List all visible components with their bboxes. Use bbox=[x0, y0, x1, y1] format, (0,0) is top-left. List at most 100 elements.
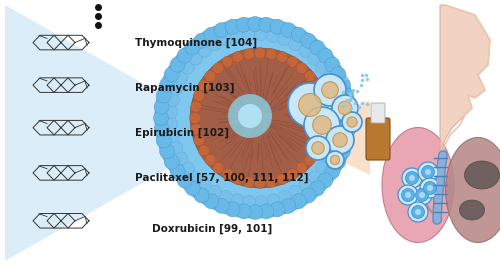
Circle shape bbox=[164, 67, 180, 82]
Circle shape bbox=[301, 33, 316, 48]
Circle shape bbox=[266, 177, 277, 188]
Circle shape bbox=[299, 179, 312, 192]
Circle shape bbox=[238, 104, 262, 128]
Circle shape bbox=[314, 74, 346, 106]
Circle shape bbox=[270, 202, 285, 217]
Circle shape bbox=[225, 202, 240, 217]
Circle shape bbox=[336, 144, 350, 159]
Circle shape bbox=[212, 63, 224, 74]
Circle shape bbox=[232, 51, 243, 63]
Circle shape bbox=[278, 190, 291, 203]
Circle shape bbox=[339, 88, 354, 103]
Text: Paclitaxel [57, 100, 111, 112]: Paclitaxel [57, 100, 111, 112] bbox=[135, 173, 308, 183]
Circle shape bbox=[289, 38, 302, 51]
Circle shape bbox=[208, 38, 221, 51]
Circle shape bbox=[408, 202, 428, 222]
Circle shape bbox=[327, 82, 340, 95]
Circle shape bbox=[198, 44, 211, 57]
Circle shape bbox=[332, 133, 347, 147]
Circle shape bbox=[266, 30, 280, 42]
Circle shape bbox=[175, 71, 188, 84]
Circle shape bbox=[316, 162, 328, 175]
Circle shape bbox=[304, 154, 316, 165]
Circle shape bbox=[204, 71, 216, 82]
Circle shape bbox=[254, 48, 266, 59]
Circle shape bbox=[170, 82, 183, 95]
Circle shape bbox=[254, 177, 266, 189]
Circle shape bbox=[287, 169, 298, 180]
Circle shape bbox=[185, 181, 200, 196]
Circle shape bbox=[330, 155, 340, 165]
Circle shape bbox=[198, 80, 209, 91]
Circle shape bbox=[398, 185, 418, 205]
Circle shape bbox=[225, 19, 240, 34]
Circle shape bbox=[166, 129, 179, 142]
Circle shape bbox=[204, 154, 216, 165]
Circle shape bbox=[189, 52, 202, 65]
Circle shape bbox=[222, 169, 233, 180]
Circle shape bbox=[156, 88, 171, 103]
Circle shape bbox=[259, 17, 274, 32]
Circle shape bbox=[154, 99, 169, 114]
Circle shape bbox=[198, 179, 211, 192]
Circle shape bbox=[248, 205, 262, 219]
Circle shape bbox=[204, 27, 219, 42]
Circle shape bbox=[424, 181, 436, 194]
Circle shape bbox=[182, 61, 194, 74]
Circle shape bbox=[291, 27, 306, 42]
Circle shape bbox=[228, 94, 272, 138]
Circle shape bbox=[409, 175, 415, 181]
Ellipse shape bbox=[460, 200, 484, 220]
Ellipse shape bbox=[446, 138, 500, 243]
Circle shape bbox=[164, 118, 177, 131]
Circle shape bbox=[164, 106, 177, 119]
Circle shape bbox=[419, 192, 425, 198]
Circle shape bbox=[194, 188, 209, 203]
Circle shape bbox=[204, 194, 219, 209]
Circle shape bbox=[316, 90, 326, 101]
Text: Doxrubicin [99, 101]: Doxrubicin [99, 101] bbox=[152, 224, 273, 234]
Circle shape bbox=[212, 162, 224, 173]
Circle shape bbox=[342, 112, 362, 132]
Circle shape bbox=[402, 189, 414, 202]
Circle shape bbox=[242, 195, 256, 208]
Circle shape bbox=[416, 189, 428, 202]
Polygon shape bbox=[440, 5, 490, 155]
Circle shape bbox=[170, 57, 185, 72]
Ellipse shape bbox=[382, 127, 454, 243]
Circle shape bbox=[177, 48, 192, 63]
Circle shape bbox=[336, 77, 350, 92]
Circle shape bbox=[310, 181, 325, 196]
Ellipse shape bbox=[464, 161, 500, 189]
Text: Epirubicin [102]: Epirubicin [102] bbox=[135, 128, 229, 138]
Circle shape bbox=[332, 95, 358, 121]
Circle shape bbox=[327, 141, 340, 154]
Circle shape bbox=[296, 162, 308, 173]
Circle shape bbox=[194, 90, 204, 101]
Circle shape bbox=[320, 113, 330, 123]
Circle shape bbox=[194, 33, 209, 48]
Circle shape bbox=[230, 30, 243, 42]
Circle shape bbox=[160, 144, 174, 159]
Circle shape bbox=[322, 71, 335, 84]
Circle shape bbox=[160, 77, 174, 92]
Circle shape bbox=[276, 51, 287, 63]
Circle shape bbox=[222, 56, 233, 67]
Text: Thymoquinone [104]: Thymoquinone [104] bbox=[135, 38, 257, 48]
Circle shape bbox=[288, 83, 332, 127]
Circle shape bbox=[312, 142, 324, 154]
Circle shape bbox=[338, 101, 352, 115]
Circle shape bbox=[311, 145, 322, 156]
Circle shape bbox=[341, 99, 356, 114]
Circle shape bbox=[296, 63, 308, 74]
Circle shape bbox=[325, 57, 340, 72]
Circle shape bbox=[243, 48, 254, 60]
Circle shape bbox=[342, 110, 356, 126]
Circle shape bbox=[194, 135, 204, 146]
Circle shape bbox=[190, 113, 200, 123]
Circle shape bbox=[164, 154, 180, 169]
Circle shape bbox=[312, 116, 332, 134]
Circle shape bbox=[190, 101, 202, 112]
Circle shape bbox=[318, 124, 330, 135]
Circle shape bbox=[339, 133, 354, 148]
